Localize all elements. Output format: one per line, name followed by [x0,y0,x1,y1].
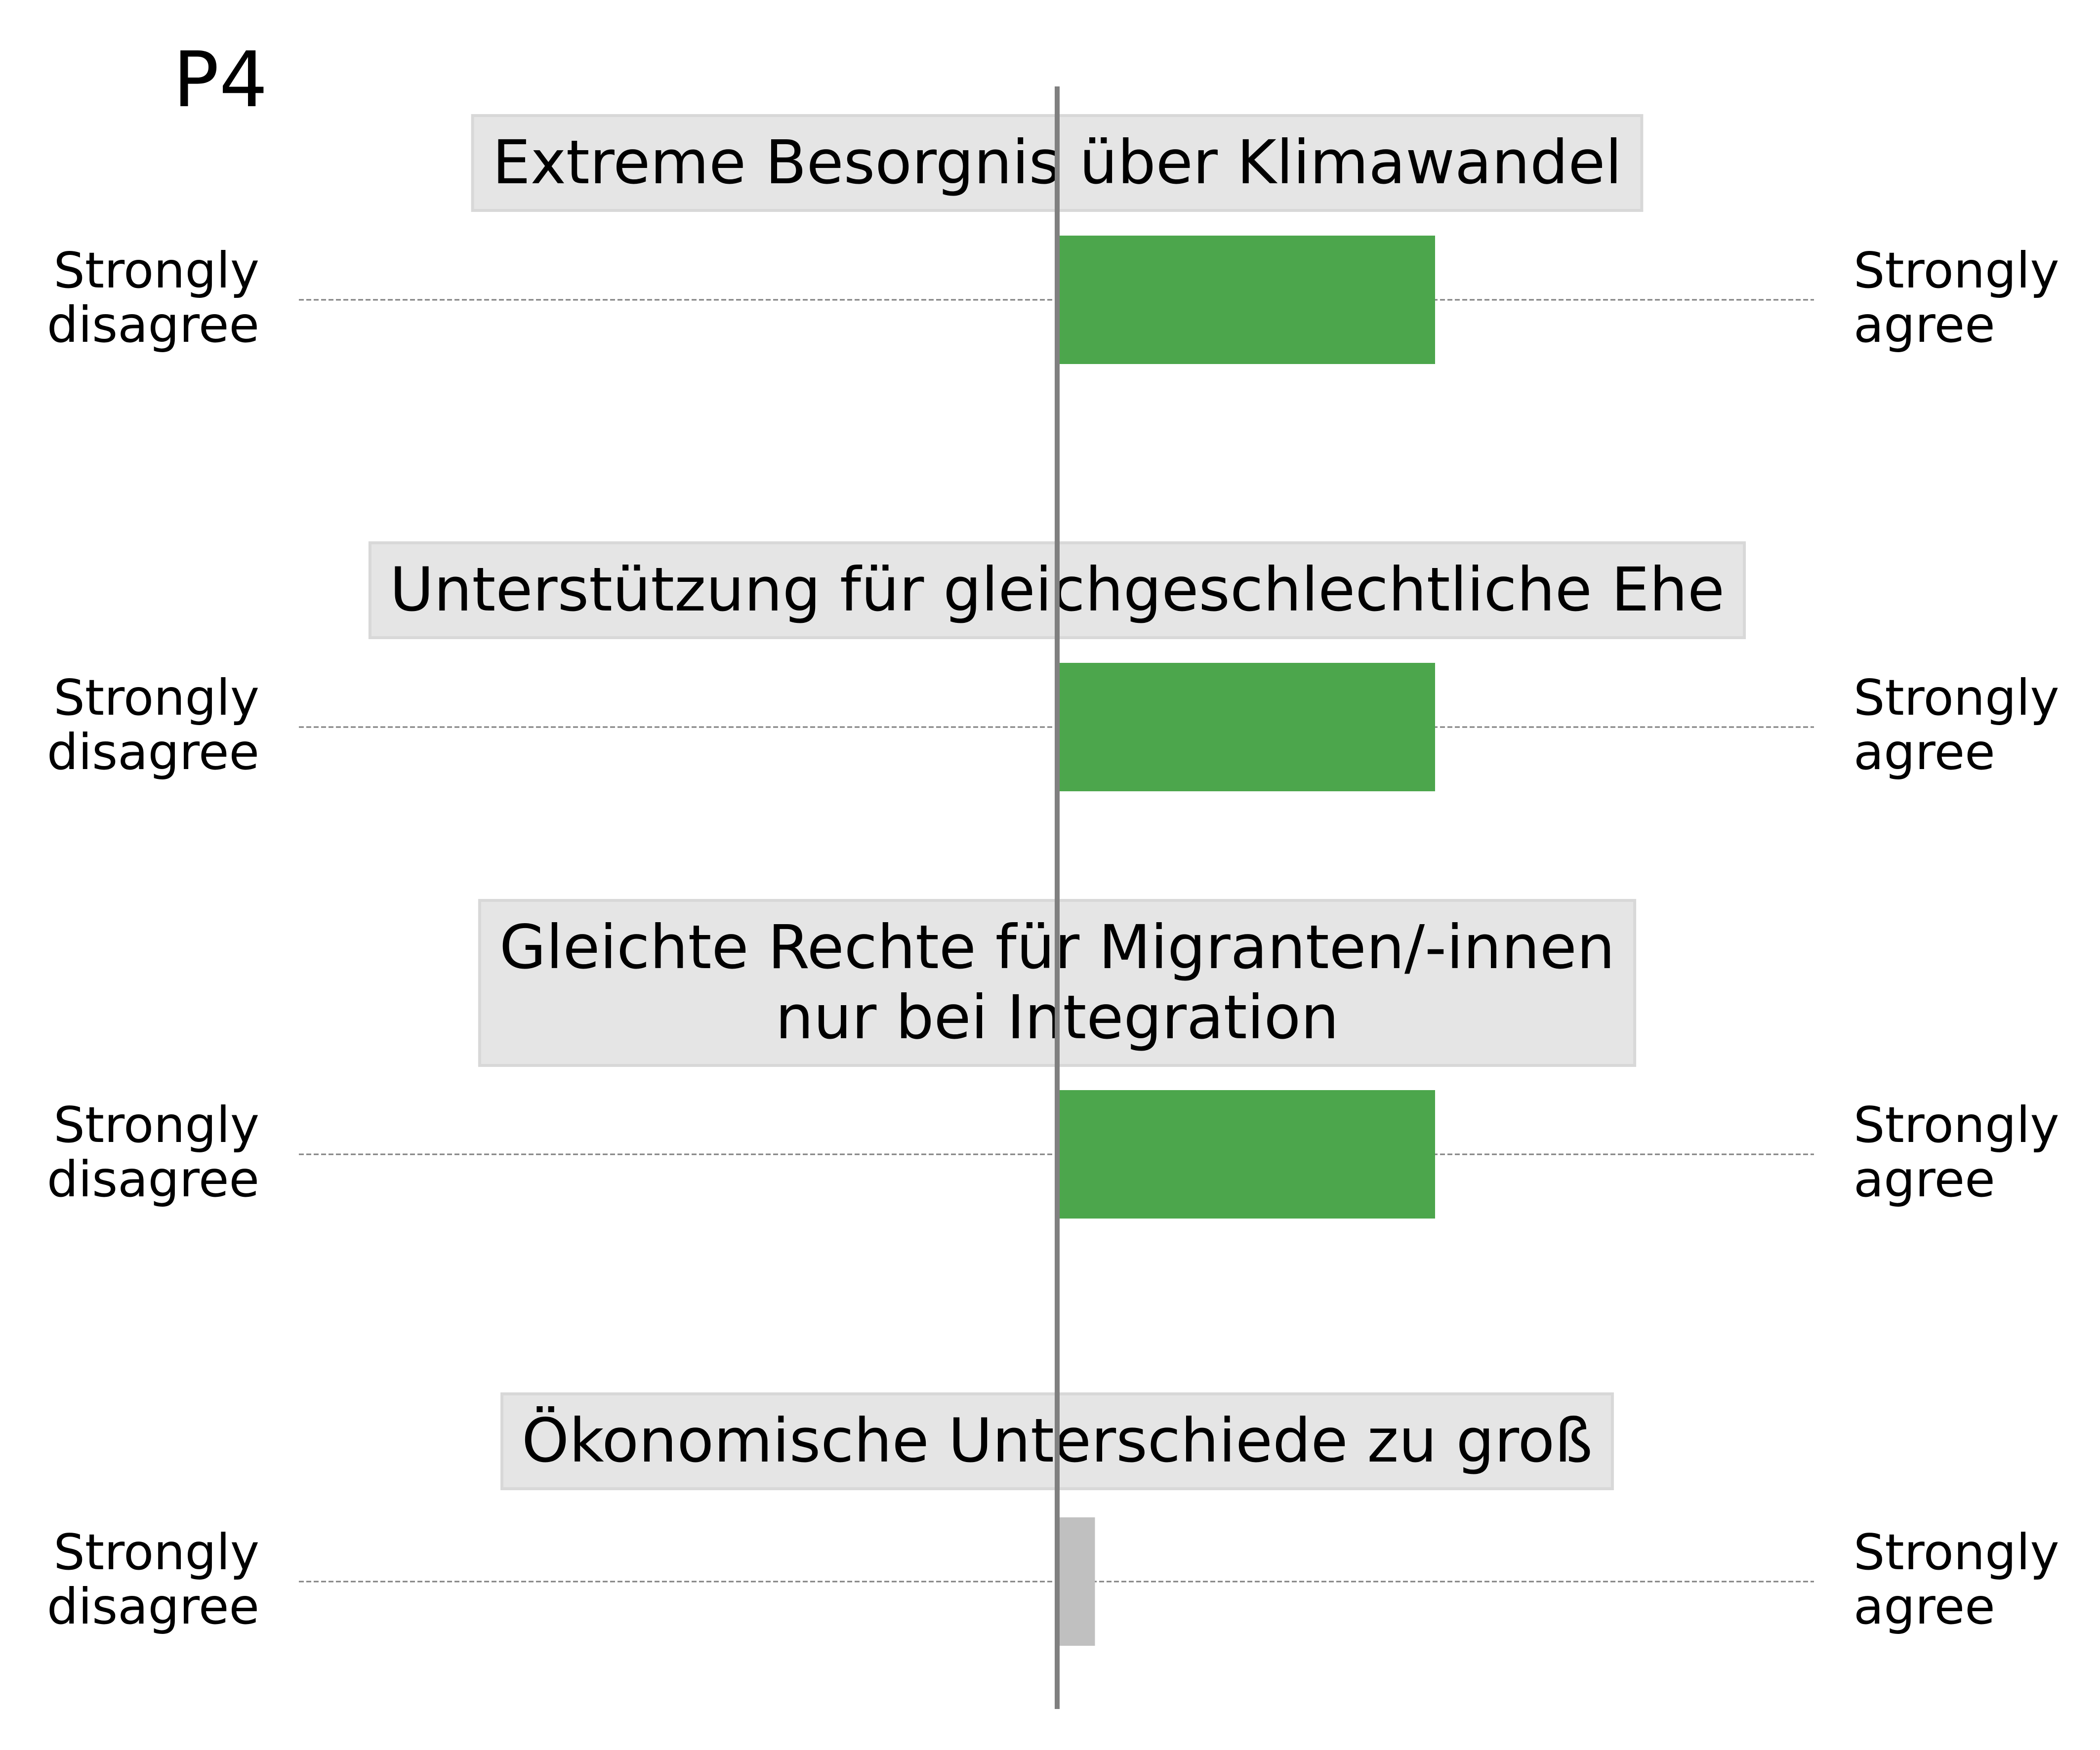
left-end-label-line: Strongly [53,1523,259,1581]
bar-2 [1057,1090,1435,1219]
right-end-label: Strongly agree [1853,242,2059,354]
right-end-label-line: agree [1853,1150,1995,1208]
left-end-label-line: Strongly [53,1096,259,1154]
right-end-label-line: agree [1853,1578,1995,1635]
left-end-label-line: disagree [47,1150,259,1208]
right-end-label-line: Strongly [1853,242,2059,299]
left-end-label-line: disagree [47,1578,259,1635]
bar-3 [1057,1517,1095,1646]
right-end-label: Strongly agree [1853,1523,2059,1635]
left-end-label-line: Strongly [53,669,259,727]
right-end-label: Strongly agree [1853,1096,2059,1208]
left-end-label: Strongly disagree [47,242,259,354]
right-end-label-line: Strongly [1853,1096,2059,1154]
panel-label: P4 [173,35,268,124]
right-end-label-line: agree [1853,296,1995,354]
right-end-label: Strongly agree [1853,669,2059,781]
right-end-label-line: Strongly [1853,1523,2059,1581]
chart-rows: Extreme Besorgnis über KlimawandelStrong… [47,114,2059,1646]
bar-1 [1057,663,1435,791]
left-end-label: Strongly disagree [47,1523,259,1635]
right-end-label-line: Strongly [1853,669,2059,727]
left-end-label-line: Strongly [53,242,259,299]
left-end-label: Strongly disagree [47,1096,259,1208]
left-end-label-line: disagree [47,723,259,781]
left-end-label-line: disagree [47,296,259,354]
left-end-label: Strongly disagree [47,669,259,781]
right-end-label-line: agree [1853,723,1995,781]
bar-0 [1057,236,1435,364]
